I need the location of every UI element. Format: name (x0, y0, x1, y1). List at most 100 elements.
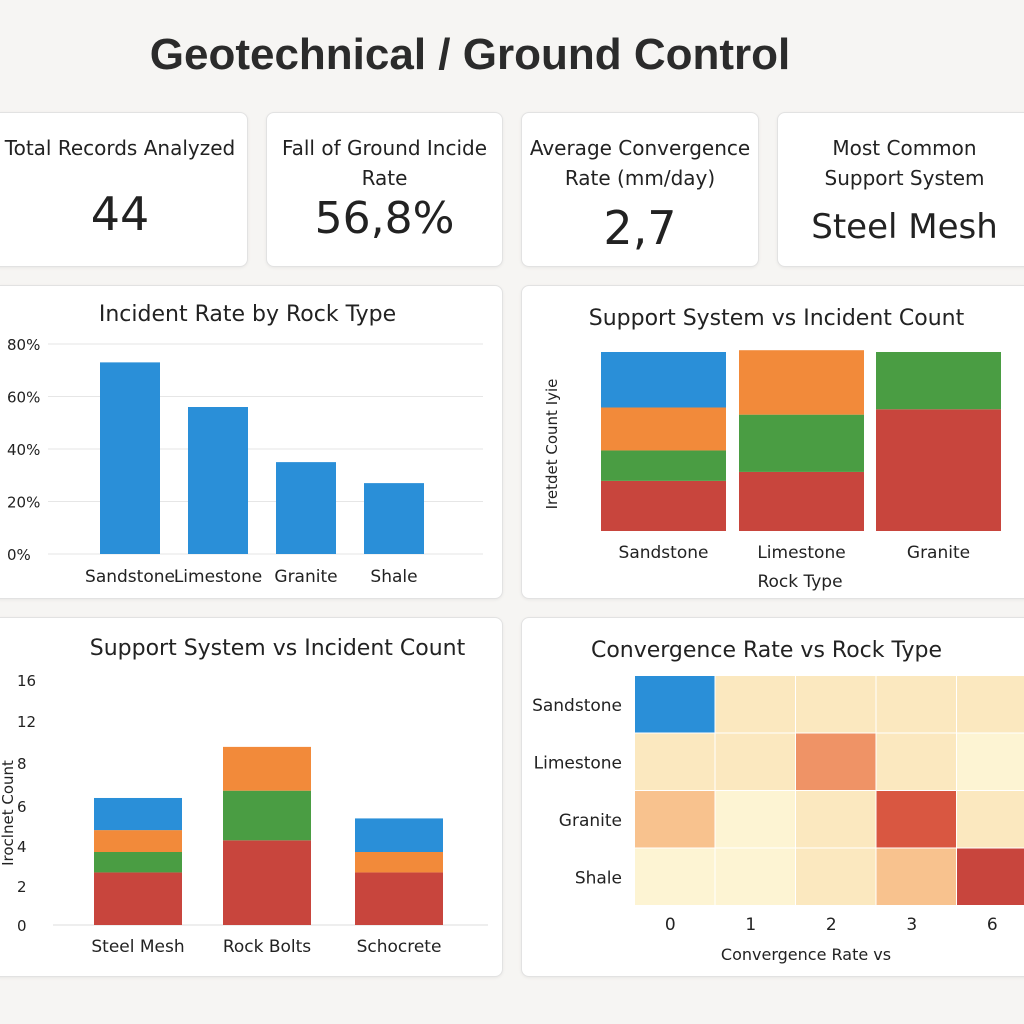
stack-segment (876, 352, 1001, 410)
heatmap-cell (796, 733, 876, 790)
heatmap-cell (715, 733, 795, 790)
kpi-label: Total Records Analyzed (4, 136, 236, 160)
x-tick-label: Limestone (174, 567, 262, 587)
heatmap-cell (715, 676, 795, 733)
stack-segment (601, 352, 726, 408)
row-label: Shale (575, 868, 622, 888)
chart-title: Support System vs Incident Count (588, 306, 965, 331)
stack-segment (355, 872, 443, 925)
col-label: 0 (665, 915, 676, 935)
heatmap-cell (957, 733, 1024, 790)
col-label: 3 (906, 915, 917, 935)
stack-segment (94, 872, 182, 925)
y-tick-label: 16 (17, 672, 36, 690)
stack-segment (876, 409, 1001, 531)
chart-card-support-vs-incident-2: Support System vs Incident Count 0 2 4 6 8 12… (0, 617, 503, 977)
heatmap-cell (796, 676, 876, 733)
stack-segment (94, 797, 182, 831)
x-tick-label: Sandstone (619, 543, 709, 563)
stack-segment (601, 480, 726, 531)
y-tick-label: 0 (17, 917, 27, 935)
y-tick-label: 40% (7, 441, 40, 459)
bar (276, 462, 336, 554)
x-tick-label: Rock Bolts (223, 937, 311, 957)
kpi-label: Average Convergence Rate (mm/day) (529, 136, 751, 190)
y-tick-label: 8 (17, 755, 27, 773)
chart-title: Support System vs Incident Count (89, 636, 466, 661)
page-title: Geotechnical / Ground Control (149, 30, 791, 79)
x-axis-label: Rock Type (757, 572, 842, 592)
y-tick-label: 20% (7, 494, 40, 512)
heatmap-cell (957, 676, 1024, 733)
x-tick-label: Limestone (757, 543, 845, 563)
y-tick-label: 6 (17, 798, 27, 816)
row-label: Sandstone (532, 696, 622, 716)
kpi-value: Steel Mesh (811, 207, 998, 247)
heatmap-cell (635, 733, 715, 790)
chart-title: Incident Rate by Rock Type (98, 302, 397, 327)
bar (100, 362, 160, 554)
stack-segment (739, 350, 864, 415)
y-tick-label: 12 (17, 713, 36, 731)
kpi-card-total-records: Total Records Analyzed 44 (0, 112, 248, 267)
stack-segment (223, 746, 311, 791)
stack-segment (739, 471, 864, 531)
row-label: Granite (559, 811, 622, 831)
heatmap-cell (635, 848, 715, 905)
heatmap-cell (635, 791, 715, 848)
kpi-value: 56,8% (314, 193, 455, 244)
stack-segment (355, 852, 443, 873)
heatmap-cell (635, 676, 715, 733)
chart-card-support-vs-incident-1: Support System vs Incident Count Sandsto… (521, 285, 1024, 599)
chart-card-convergence-heatmap: Convergence Rate vs Rock Type Sandstone L… (521, 617, 1024, 977)
col-label: 2 (826, 915, 837, 935)
col-label: 6 (987, 915, 998, 935)
support-system-stacked-chart-support: 0 2 4 6 8 12 16 Steel Mesh Rock Bolts Schocrete Ir… (0, 672, 488, 957)
x-tick-label: Sandstone (85, 567, 175, 587)
heatmap-cell (957, 848, 1024, 905)
stack-segment (739, 414, 864, 472)
x-tick-label: Steel Mesh (91, 937, 184, 957)
stack-segment (601, 407, 726, 451)
heatmap-cell (876, 848, 956, 905)
heatmap-cell (876, 676, 956, 733)
row-label: Limestone (534, 753, 622, 773)
kpi-card-incident-rate: Fall of Ground Incide Rate 56,8% (266, 112, 503, 267)
bar (188, 407, 248, 554)
stack-segment (94, 830, 182, 852)
heatmap-cell (796, 791, 876, 848)
heatmap-cell (876, 733, 956, 790)
kpi-card-convergence: Average Convergence Rate (mm/day) 2,7 (521, 112, 759, 267)
y-axis-label: Iroclnet Count (0, 760, 17, 866)
x-tick-label: Granite (907, 543, 970, 563)
kpi-card-support-system: Most Common Support System Steel Mesh (777, 112, 1024, 267)
kpi-label: Fall of Ground Incide Rate (281, 136, 488, 190)
stack-segment (223, 840, 311, 925)
heatmap-cell (715, 791, 795, 848)
chart-card-incident-rate: Incident Rate by Rock Type 0% 20% 40% 60% 80… (0, 285, 503, 599)
x-tick-label: Schocrete (357, 937, 442, 957)
heatmap-cell (715, 848, 795, 905)
heatmap-cell (876, 791, 956, 848)
kpi-value: 44 (90, 187, 150, 241)
y-tick-label: 2 (17, 878, 27, 896)
y-tick-label: 0% (7, 546, 31, 564)
support-system-stacked-chart-rock: Sandstone Limestone Granite Rock Type Iretde… (543, 350, 1001, 592)
heatmap-cell (957, 791, 1024, 848)
stack-segment (223, 790, 311, 841)
chart-title: Convergence Rate vs Rock Type (590, 638, 943, 663)
convergence-heatmap: Sandstone Limestone Granite Shale 0 1 2 3 6 Conve… (532, 676, 1024, 964)
x-tick-label: Granite (274, 567, 337, 587)
y-axis-label: Iretdet Count Iyie (543, 379, 561, 510)
stack-segment (94, 852, 182, 873)
stack-segment (601, 450, 726, 481)
stack-segment (355, 818, 443, 852)
heatmap-cell (796, 848, 876, 905)
y-tick-label: 60% (7, 389, 40, 407)
y-tick-label: 80% (7, 336, 40, 354)
col-label: 1 (745, 915, 756, 935)
x-axis-label: Convergence Rate vs (721, 945, 891, 964)
kpi-value: 2,7 (603, 201, 677, 255)
kpi-label: Most Common Support System (824, 136, 985, 190)
